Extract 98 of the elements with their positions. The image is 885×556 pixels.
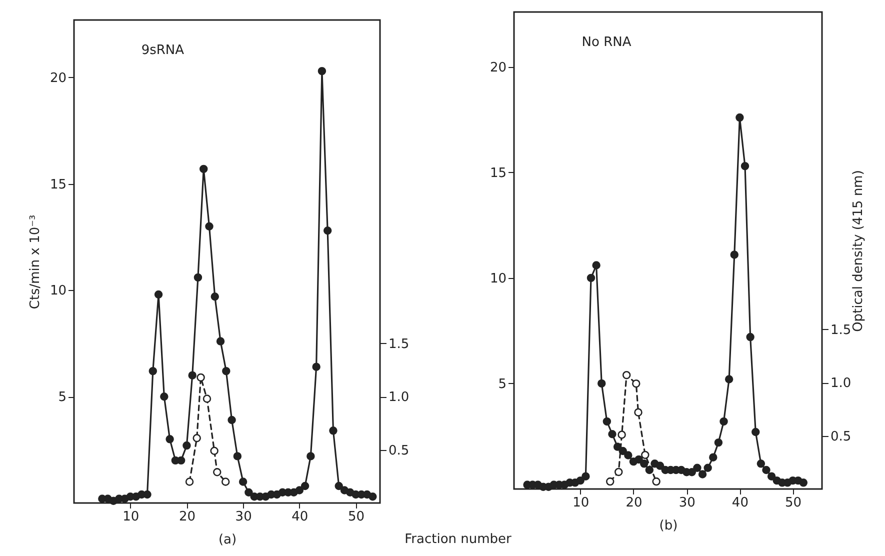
point bbox=[323, 226, 332, 235]
point bbox=[166, 435, 174, 444]
point bbox=[618, 430, 626, 439]
point bbox=[154, 290, 163, 299]
point bbox=[656, 462, 664, 470]
annotation: 9sRNA bbox=[141, 43, 184, 58]
point bbox=[205, 222, 214, 230]
point bbox=[799, 478, 808, 487]
point bbox=[334, 482, 343, 490]
point bbox=[213, 468, 222, 476]
x-tick-label: 20 bbox=[178, 510, 196, 524]
y-tick-label: 5 bbox=[498, 376, 506, 392]
point bbox=[188, 371, 196, 380]
point bbox=[200, 164, 208, 174]
point bbox=[602, 417, 612, 426]
y-tick-label: 10 bbox=[50, 284, 66, 299]
point bbox=[634, 455, 643, 464]
point bbox=[210, 292, 219, 301]
x-tick-label: 10 bbox=[122, 510, 140, 524]
point bbox=[576, 476, 584, 485]
point bbox=[652, 477, 660, 486]
point bbox=[740, 162, 750, 170]
point bbox=[767, 472, 776, 480]
point bbox=[640, 460, 648, 468]
point bbox=[730, 250, 738, 259]
point bbox=[244, 488, 253, 496]
point bbox=[634, 408, 642, 416]
y2-tick-label: 1.5 bbox=[388, 336, 410, 352]
point bbox=[222, 366, 230, 376]
point bbox=[752, 428, 760, 436]
point bbox=[582, 472, 590, 480]
point bbox=[586, 274, 596, 282]
point bbox=[756, 460, 766, 468]
x-tick-label: 10 bbox=[572, 496, 590, 510]
point bbox=[300, 482, 310, 490]
point bbox=[608, 430, 616, 438]
point bbox=[318, 66, 326, 76]
point bbox=[622, 370, 631, 380]
point bbox=[714, 438, 723, 447]
point bbox=[598, 379, 606, 388]
point bbox=[216, 337, 225, 346]
point bbox=[306, 452, 315, 460]
y-tick-label: 15 bbox=[490, 166, 506, 181]
point bbox=[192, 434, 201, 442]
point bbox=[762, 466, 770, 474]
point bbox=[329, 426, 338, 435]
point bbox=[746, 332, 754, 342]
y2-tick-label: 1.0 bbox=[388, 390, 410, 406]
point bbox=[736, 113, 744, 122]
point bbox=[233, 452, 242, 460]
point bbox=[704, 464, 712, 472]
point bbox=[295, 486, 304, 494]
y2-tick-label: 1.5 bbox=[830, 322, 852, 338]
y2-tick-label: 1.0 bbox=[830, 376, 852, 392]
x-tick-label: 40 bbox=[732, 496, 748, 510]
point bbox=[185, 478, 194, 486]
point bbox=[194, 273, 202, 282]
point bbox=[724, 375, 734, 384]
point bbox=[148, 366, 158, 376]
y2-tick-label: 0.5 bbox=[830, 429, 852, 444]
x-tick-label: 50 bbox=[785, 496, 802, 510]
y-tick-label: 15 bbox=[50, 177, 66, 192]
point bbox=[632, 379, 640, 388]
x-tick-label: 40 bbox=[292, 510, 308, 524]
point bbox=[592, 261, 600, 270]
x-axis-title: (b) bbox=[659, 518, 678, 534]
point bbox=[698, 470, 707, 478]
y2-axis-title: Optical density (415 nm) bbox=[851, 170, 866, 332]
x-tick-label: 20 bbox=[626, 496, 642, 510]
point bbox=[614, 468, 623, 476]
point bbox=[182, 441, 191, 450]
point bbox=[624, 451, 632, 460]
point bbox=[693, 464, 702, 472]
x-axis-title: (a) bbox=[218, 532, 237, 548]
y-tick-label: 5 bbox=[58, 390, 66, 406]
point bbox=[238, 478, 248, 486]
point bbox=[709, 453, 718, 462]
point bbox=[606, 477, 614, 486]
point bbox=[160, 392, 168, 401]
point bbox=[641, 450, 650, 460]
y-tick-label: 10 bbox=[490, 271, 506, 286]
text: Fraction number bbox=[404, 532, 512, 547]
x-tick-label: 30 bbox=[235, 510, 252, 524]
y-axis-title: Cts/min x 10⁻³ bbox=[28, 214, 43, 310]
point bbox=[720, 417, 728, 426]
x-tick-label: 30 bbox=[678, 496, 696, 510]
x-tick-label: 50 bbox=[348, 510, 365, 524]
point bbox=[368, 492, 377, 501]
point bbox=[202, 394, 212, 403]
y2-tick-label: 0.5 bbox=[388, 443, 410, 458]
point bbox=[196, 373, 205, 382]
annotation: No RNA bbox=[582, 35, 632, 50]
y-tick-label: 20 bbox=[490, 60, 506, 76]
point bbox=[221, 478, 230, 486]
y-tick-label: 20 bbox=[50, 70, 66, 86]
point bbox=[312, 362, 320, 371]
point bbox=[210, 446, 218, 455]
point bbox=[228, 416, 236, 424]
